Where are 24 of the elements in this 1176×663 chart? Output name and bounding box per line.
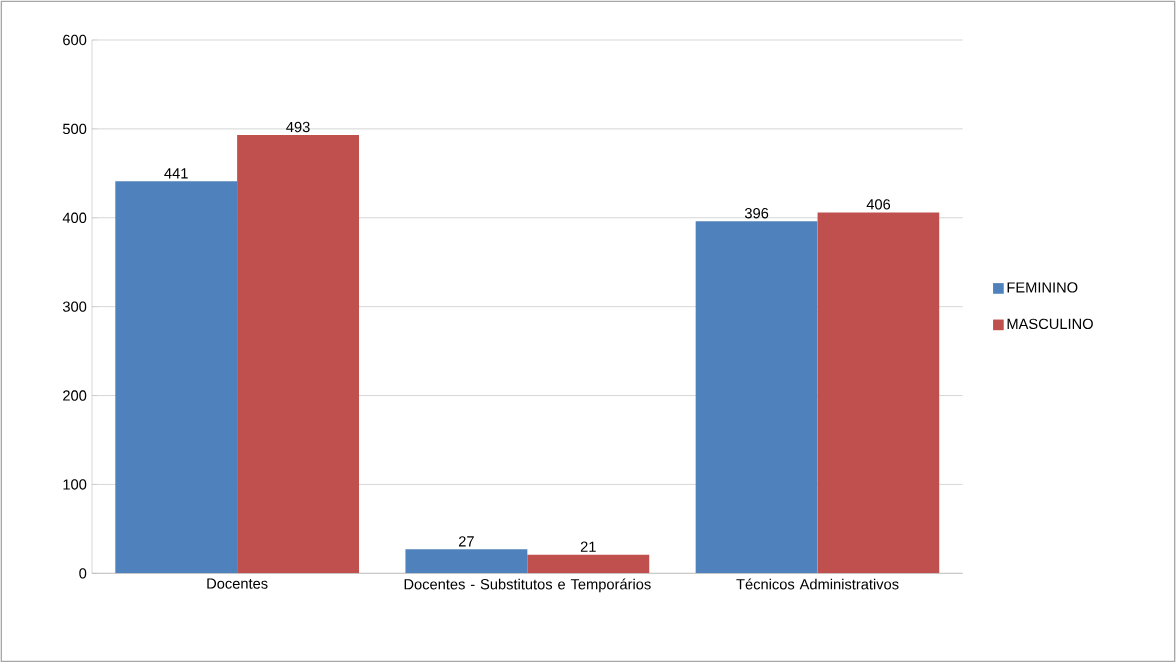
bar — [527, 554, 650, 574]
data-label: 406 — [866, 199, 891, 210]
y-tick-label: 400 — [62, 212, 87, 224]
data-label: 396 — [744, 208, 769, 219]
bar — [695, 221, 818, 574]
y-tick-label: 100 — [63, 479, 87, 490]
data-label: 21 — [580, 541, 596, 552]
bar — [405, 549, 528, 574]
legend-label: FEMININO — [1007, 282, 1078, 293]
legend-label: MASCULINO — [1007, 318, 1093, 330]
y-tick-label: 0 — [79, 568, 87, 579]
data-label: 493 — [286, 121, 310, 133]
x-tick-label: Docentes — [207, 578, 268, 589]
y-tick-label: 600 — [63, 34, 87, 46]
y-tick-label: 200 — [63, 390, 87, 401]
bar — [237, 135, 360, 574]
x-tick-label: Técnicos Administrativos — [736, 578, 899, 590]
y-tick-label: 300 — [62, 301, 87, 313]
bar — [817, 212, 940, 574]
y-tick-label: 500 — [62, 123, 87, 135]
bar — [115, 181, 238, 574]
data-label: 441 — [164, 168, 188, 179]
data-label: 27 — [458, 536, 474, 547]
x-tick-label: Docentes - Substitutos e Temporários — [404, 578, 651, 593]
